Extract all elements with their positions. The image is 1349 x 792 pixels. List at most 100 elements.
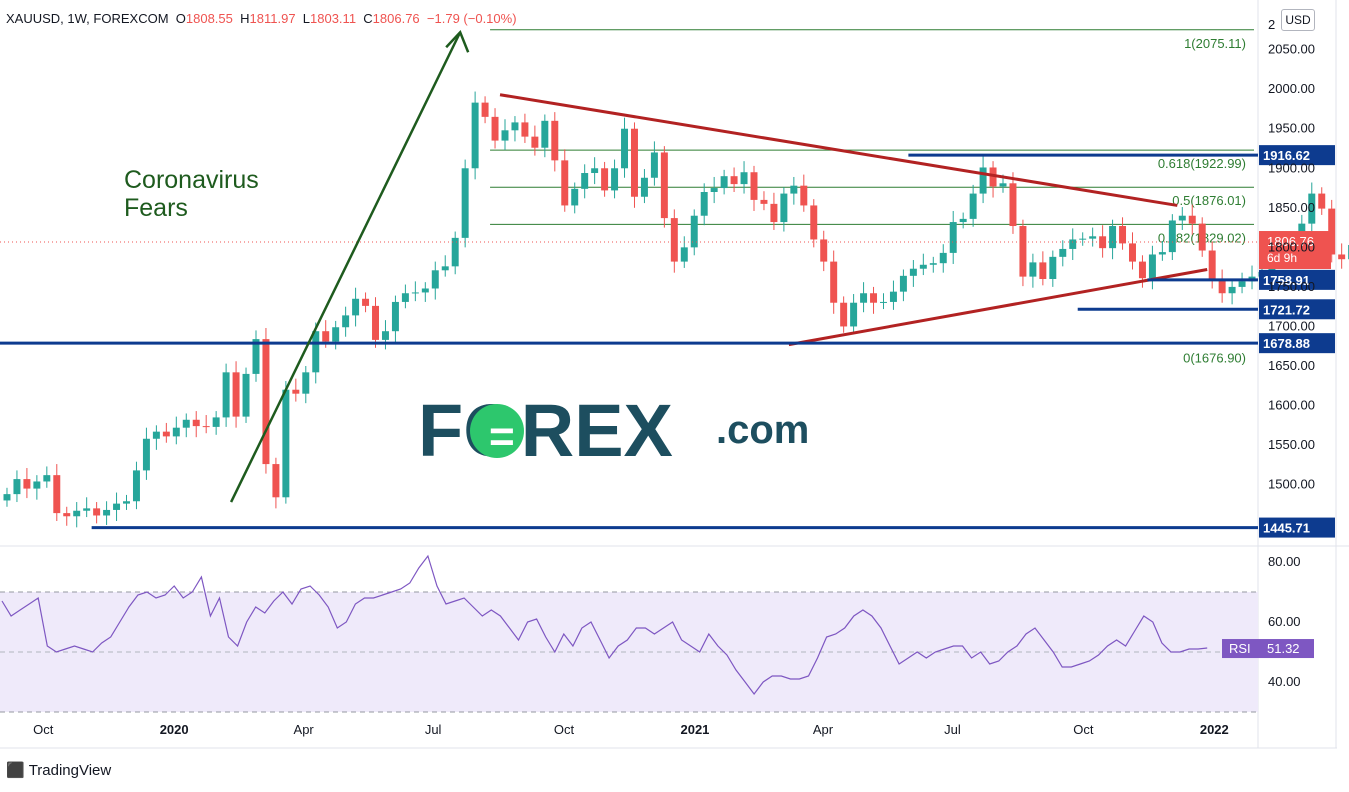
candle-body bbox=[3, 494, 11, 501]
tradingview-logo-icon: ⬛ bbox=[6, 762, 25, 779]
x-tick-label: 2022 bbox=[1200, 722, 1229, 737]
x-tick-label: Apr bbox=[294, 722, 315, 737]
rsi-value: 51.32 bbox=[1267, 641, 1300, 656]
candle-body bbox=[262, 339, 270, 465]
candle-body bbox=[959, 218, 967, 223]
candle-body bbox=[581, 173, 589, 189]
low-label: L bbox=[302, 11, 311, 26]
candle-body bbox=[282, 389, 290, 498]
candle-body bbox=[1059, 248, 1067, 257]
candle-body bbox=[511, 122, 519, 131]
y-tick-label: 2000.00 bbox=[1268, 81, 1315, 96]
y-tick-label: 1750.00 bbox=[1268, 279, 1315, 294]
candle-body bbox=[103, 509, 111, 516]
x-tick-label: Jul bbox=[944, 722, 961, 737]
candle-body bbox=[551, 120, 559, 161]
candle-body bbox=[123, 501, 130, 504]
candle-body bbox=[441, 266, 449, 271]
candle-body bbox=[1079, 238, 1087, 240]
candle-body bbox=[571, 188, 579, 206]
candle-body bbox=[471, 102, 479, 169]
candle-body bbox=[232, 372, 240, 417]
watermark: FOREX = .com bbox=[418, 389, 809, 472]
candle-body bbox=[1168, 220, 1176, 253]
candle-body bbox=[73, 510, 81, 517]
candle-body bbox=[391, 301, 399, 332]
candle-body bbox=[481, 102, 489, 117]
candle-body bbox=[372, 305, 379, 340]
y-tick-label: 1850.00 bbox=[1268, 200, 1315, 215]
candle-body bbox=[182, 419, 190, 428]
x-tick-label: 2020 bbox=[160, 722, 189, 737]
arrow-head bbox=[445, 29, 470, 53]
support-label: 1721.72 bbox=[1263, 302, 1310, 317]
fib-label: 0.618(1922.99) bbox=[1158, 156, 1246, 171]
candle-body bbox=[381, 331, 389, 340]
rsi-tick-label: 40.00 bbox=[1268, 674, 1301, 689]
rsi-tick-label: 80.00 bbox=[1268, 554, 1301, 569]
rsi-line bbox=[1, 554, 1208, 695]
low-value: 1803.11 bbox=[310, 11, 357, 26]
candle-body bbox=[969, 193, 977, 219]
candle-body bbox=[63, 513, 71, 517]
currency-button[interactable]: USD bbox=[1281, 9, 1315, 31]
candle-body bbox=[1138, 261, 1146, 279]
candle-body bbox=[531, 136, 539, 148]
candle-body bbox=[1198, 223, 1206, 251]
candle-body bbox=[43, 475, 51, 482]
candle-body bbox=[1089, 236, 1097, 239]
candle-body bbox=[949, 222, 957, 253]
fib-label: 1(2075.11) bbox=[1184, 36, 1246, 51]
candle-body bbox=[172, 427, 180, 437]
candle-body bbox=[411, 292, 419, 294]
watermark-forex: FOREX bbox=[418, 389, 673, 472]
support-label: 1678.88 bbox=[1263, 336, 1310, 351]
candle-body bbox=[312, 331, 320, 373]
candle-body bbox=[899, 275, 907, 292]
candle-body bbox=[1109, 226, 1117, 249]
candle-body bbox=[192, 419, 200, 427]
candle-body bbox=[720, 176, 728, 189]
candle-body bbox=[750, 172, 758, 200]
candle-body bbox=[1049, 256, 1057, 279]
y-tick-label: 1950.00 bbox=[1268, 121, 1315, 136]
candle-body bbox=[790, 185, 798, 194]
y-tick-label: 1550.00 bbox=[1268, 437, 1315, 452]
candle-body bbox=[850, 302, 858, 327]
rsi-pane: 80.00 60.00 40.00 RSI 51.32 bbox=[0, 554, 1314, 713]
candle-body bbox=[770, 203, 778, 223]
tradingview-footer[interactable]: ⬛ TradingView bbox=[6, 761, 111, 779]
candle-body bbox=[820, 239, 828, 262]
symbol-name[interactable]: XAUUSD, 1W, FOREXCOM bbox=[6, 11, 169, 26]
candle-body bbox=[740, 172, 748, 185]
candle-body bbox=[660, 152, 668, 219]
candle-body bbox=[451, 237, 459, 267]
support-label-bg bbox=[1259, 517, 1335, 538]
open-value: 1808.55 bbox=[185, 11, 233, 26]
symbol-header: XAUUSD, 1W, FOREXCOM O1808.55 H1811.97 L… bbox=[6, 11, 517, 26]
rsi-badge bbox=[1222, 639, 1314, 659]
candle-body bbox=[1328, 208, 1336, 255]
candle-body bbox=[33, 481, 41, 489]
candle-body bbox=[919, 264, 927, 269]
x-tick-label: Oct bbox=[554, 722, 575, 737]
candle-body bbox=[212, 417, 220, 427]
price-axis-top-label: 2 bbox=[1268, 17, 1275, 32]
x-tick-label: Oct bbox=[1073, 722, 1094, 737]
drawings-layer: 1916.62 1758.91 1721.72 1678.88 1445.71 1806.… bbox=[0, 29, 1335, 538]
candle-body bbox=[1099, 236, 1107, 249]
support-label: 1758.91 bbox=[1263, 273, 1310, 288]
candle-body bbox=[13, 479, 21, 495]
current-price-label: 1806.76 bbox=[1267, 234, 1314, 249]
candle-body bbox=[601, 168, 609, 191]
candle-body bbox=[1338, 254, 1346, 260]
candle-body bbox=[302, 372, 310, 394]
candle-body bbox=[561, 160, 569, 206]
fib-label: 0.5(1876.01) bbox=[1172, 193, 1246, 208]
watermark-suffix: .com bbox=[716, 408, 809, 452]
candle-body bbox=[611, 168, 619, 191]
y-tick-label: 1800.00 bbox=[1268, 239, 1315, 254]
candle-body bbox=[93, 508, 101, 516]
support-label-bg bbox=[1259, 299, 1335, 320]
candle-body bbox=[132, 470, 140, 502]
